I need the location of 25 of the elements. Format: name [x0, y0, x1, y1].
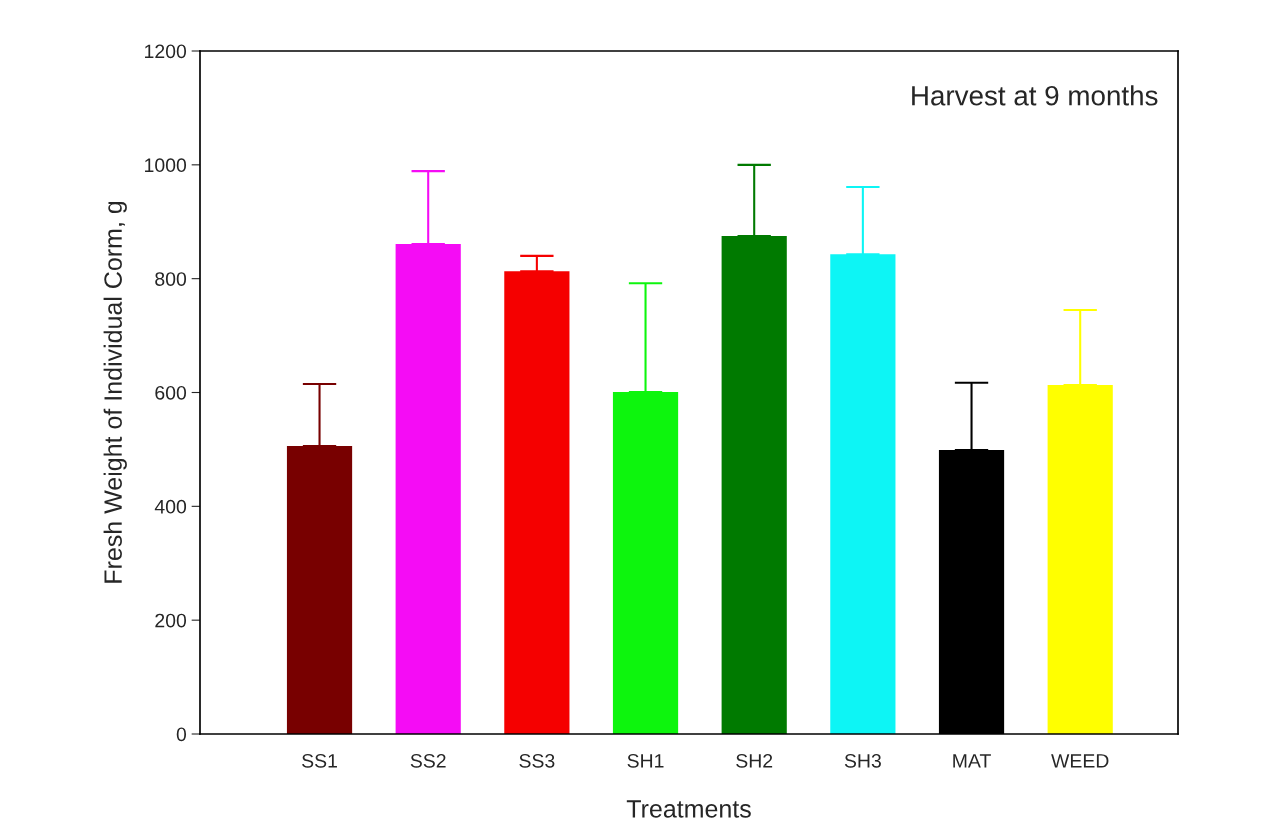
y-tick-label: 200 — [155, 613, 187, 628]
bar — [504, 271, 570, 734]
bar — [612, 391, 679, 734]
bar — [395, 243, 461, 734]
bar — [286, 446, 353, 734]
x-tick-label: SH3 — [844, 753, 881, 768]
y-tick-label: 400 — [154, 499, 187, 514]
y-axis-title: Fresh Weight of Individual Corm, g — [103, 201, 127, 583]
x-tick-label: SS1 — [302, 753, 337, 768]
y-tick-label: 0 — [176, 727, 187, 742]
x-axis-title: Treatments — [626, 800, 751, 818]
x-tick-label: SS3 — [519, 753, 555, 768]
y-tick-label: 1000 — [145, 158, 187, 173]
bar — [721, 235, 787, 734]
bar — [830, 254, 896, 734]
y-tick-label: 600 — [155, 385, 187, 400]
y-tick-label: 1200 — [145, 44, 187, 59]
x-tick-label: SH1 — [627, 753, 664, 768]
y-tick-label: 800 — [155, 272, 187, 286]
x-tick-label: SH2 — [736, 753, 773, 768]
x-tick-label: MAT — [953, 754, 991, 768]
bar — [1047, 385, 1113, 734]
x-tick-label: SS2 — [410, 753, 446, 768]
annotation: Harvest at 9 months — [912, 85, 1158, 106]
x-tick-label: WEED — [1051, 754, 1109, 768]
